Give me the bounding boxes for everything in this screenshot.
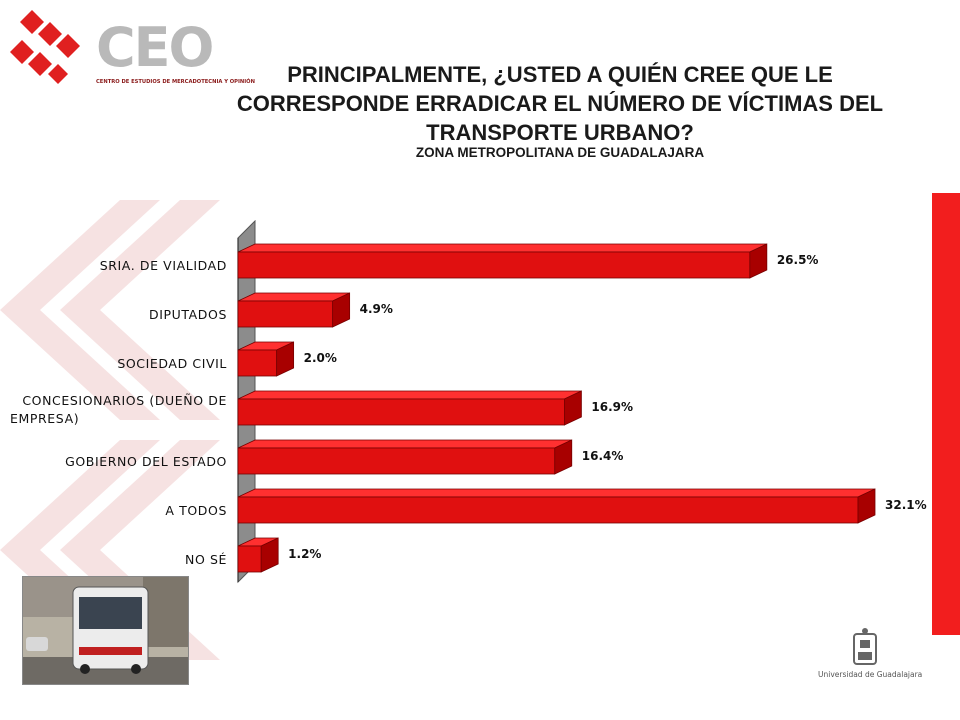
bar-end-6: [260, 537, 279, 573]
bus-image: [23, 577, 188, 684]
bar-chart: 26.5% SRIA. DE VIALIDAD 4.9% DIPUTADOS 2.0% S…: [10, 220, 927, 584]
bus-photo: [22, 576, 189, 685]
data-label-4: 16.4%: [582, 449, 624, 463]
bar-end-5: [857, 488, 876, 524]
chart-subtitle: ZONA METROPOLITANA DE GUADALAJARA: [415, 145, 705, 160]
bar-6: [237, 545, 262, 573]
side-red-stripe: [932, 193, 960, 635]
data-label-3: 16.9%: [591, 400, 633, 414]
bar-end-0: [749, 243, 768, 279]
bar-2: [237, 349, 278, 377]
bar-top-4: [237, 439, 572, 449]
category-label-6: NO SÉ: [185, 552, 227, 567]
data-label-6: 1.2%: [288, 547, 321, 561]
category-label-3-line2: EMPRESA): [10, 411, 79, 426]
bar-3: [237, 398, 565, 426]
ceo-logo: CEO CENTRO DE ESTUDIOS DE MERCADOTECNIA …: [10, 6, 255, 88]
logo-subtitle: CENTRO DE ESTUDIOS DE MERCADOTECNIA Y OP…: [96, 79, 255, 85]
university-name: Universidad de Guadalajara: [818, 670, 923, 679]
logo-text: CEO: [96, 16, 214, 79]
bar-0: [237, 251, 751, 279]
bar-end-2: [276, 341, 295, 377]
bar-1: [237, 300, 334, 328]
category-label-0: SRIA. DE VIALIDAD: [100, 258, 227, 273]
bar-top-0: [237, 243, 768, 253]
data-label-0: 26.5%: [777, 253, 819, 267]
bar-end-3: [564, 390, 582, 426]
bar-5: [237, 496, 859, 524]
university-crest-icon: [853, 628, 877, 665]
bar-top-3: [237, 390, 582, 400]
category-label-4: GOBIERNO DEL ESTADO: [65, 454, 227, 469]
bar-end-4: [554, 439, 573, 475]
bar-end-1: [332, 292, 351, 328]
data-label-5: 32.1%: [885, 498, 927, 512]
category-label-2: SOCIEDAD CIVIL: [117, 356, 227, 371]
category-label-1: DIPUTADOS: [149, 307, 227, 322]
category-label-3: CONCESIONARIOS (DUEÑO DE: [22, 393, 227, 408]
data-label-1: 4.9%: [360, 302, 393, 316]
bar-top-1: [237, 292, 350, 302]
category-label-5: A TODOS: [165, 503, 227, 518]
data-label-2: 2.0%: [304, 351, 337, 365]
bar-4: [237, 447, 556, 475]
logo-diamond-icon: [10, 10, 80, 84]
chart-title: PRINCIPALMENTE, ¿USTED A QUIÉN CREE QUE …: [236, 62, 884, 145]
bar-top-5: [237, 488, 876, 498]
